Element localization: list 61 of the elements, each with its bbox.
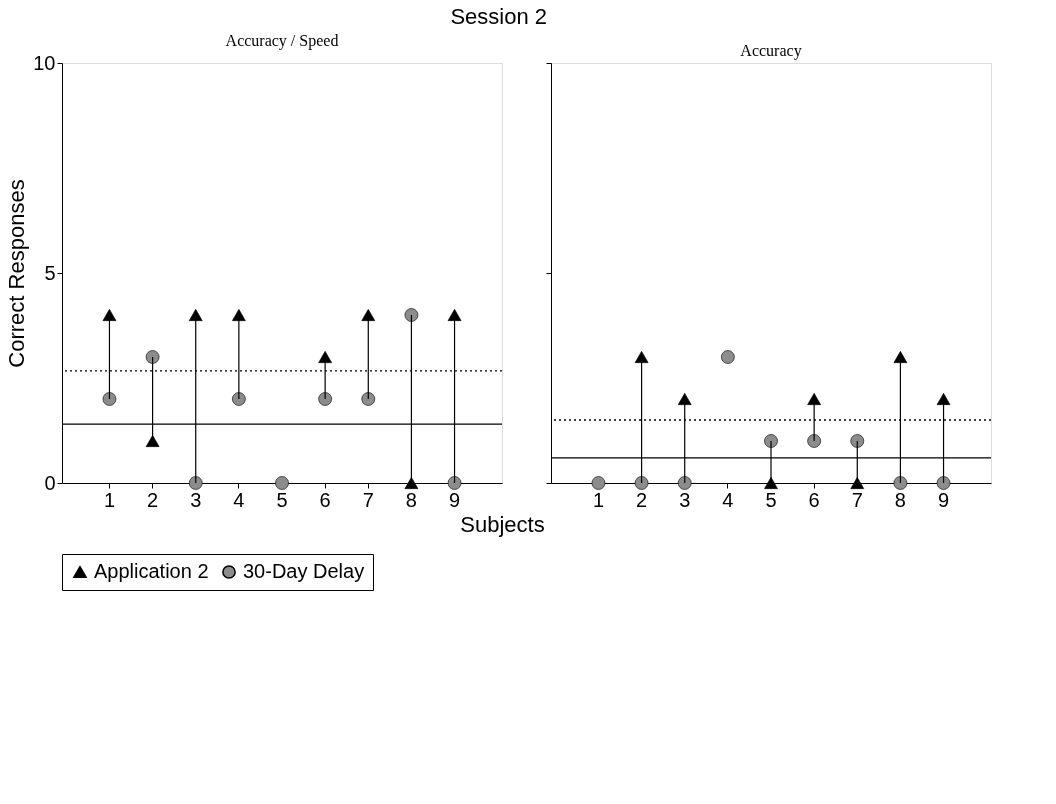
x-tick-label: 8 [894,488,906,511]
point [318,351,332,363]
point [893,476,908,490]
x-axis-title: Subjects [460,511,545,537]
point [447,476,462,490]
y-tick-label: 10 [33,51,56,74]
point [764,477,778,489]
x-tick-label: 5 [276,488,288,511]
point [721,350,735,364]
x-tick-label: 6 [808,488,820,511]
x-tick-label: 9 [937,488,950,511]
x-tick-label: 3 [190,488,202,511]
point [591,476,606,490]
point [893,351,908,363]
point [361,392,376,406]
point [404,477,419,489]
point [232,309,246,321]
point [764,434,778,448]
point [102,392,117,406]
point [275,476,289,490]
point [850,477,865,489]
point [145,435,160,447]
point [677,476,692,490]
point [807,434,821,448]
point [634,351,649,363]
legend-label: Application 2 [94,560,209,582]
x-tick-label: 7 [362,488,374,511]
chart-subtitle: Accuracy / Speed [225,32,339,50]
point [102,309,117,321]
x-tick-label: 4 [233,488,245,511]
point [447,309,462,321]
point [850,434,865,448]
point [404,308,419,322]
point [188,309,203,321]
y-axis-title: Correct Responses [4,179,30,368]
point [188,476,203,490]
x-tick-label: 7 [851,488,863,511]
chart-subtitle: Accuracy [740,41,802,60]
x-tick-label: 8 [405,488,417,511]
x-tick-label: 3 [679,488,691,511]
x-tick-label: 2 [147,488,159,511]
chart-title: Session 2 [450,3,548,29]
point [145,350,160,364]
point [634,476,649,490]
point [361,309,376,321]
x-tick-label: 1 [103,488,116,511]
x-tick-label: 9 [448,488,461,511]
x-tick-label: 4 [722,488,734,511]
point [677,393,692,405]
x-tick-label: 1 [592,488,605,511]
point [936,393,951,405]
y-tick-label: 5 [44,261,56,284]
point [807,393,821,405]
x-tick-label: 2 [636,488,648,511]
x-tick-label: 6 [319,488,331,511]
point [936,476,951,490]
legend-label: 30-Day Delay [243,560,365,582]
point [318,392,332,406]
point [232,392,246,406]
x-tick-label: 5 [765,488,777,511]
y-tick-label: 0 [44,471,56,494]
